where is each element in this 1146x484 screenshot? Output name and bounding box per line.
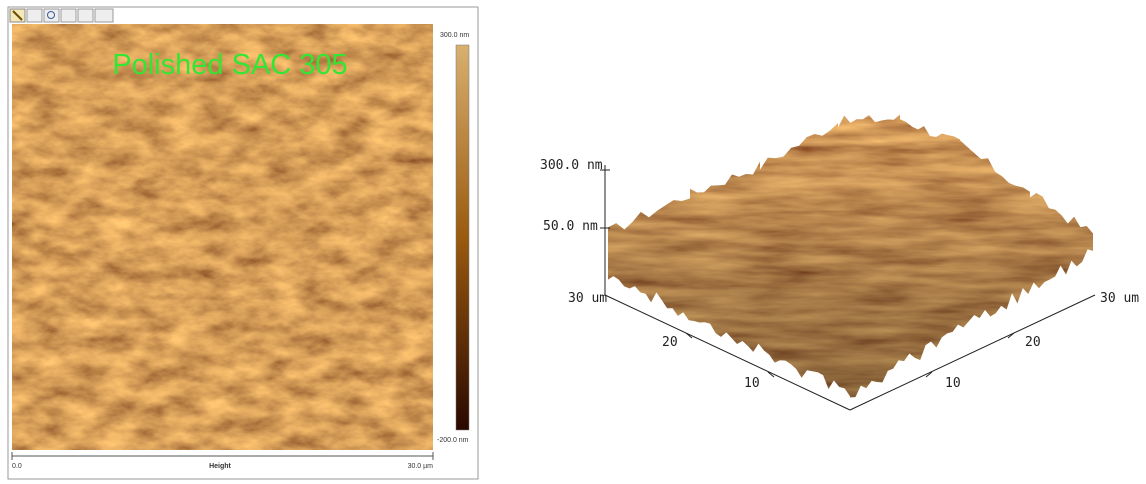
right-axis-end: 30 um (1100, 291, 1139, 306)
surface-shape (608, 114, 1093, 398)
left-axis-tick-label: 10 (744, 376, 760, 391)
sample-label: Polished SAC 305 (112, 49, 347, 81)
x-start-label: 0.0 (12, 463, 22, 470)
left-tick (767, 371, 775, 378)
right-axis-tick-label: 20 (1025, 335, 1041, 350)
tool-button[interactable] (94, 8, 114, 23)
toolbar (9, 8, 114, 23)
tool-button[interactable] (77, 8, 94, 23)
height-image (12, 24, 433, 450)
colorbar-min: -200.0 nm (437, 437, 469, 444)
tool-icon (47, 11, 55, 19)
x-end-label: 30.0 µm (408, 463, 434, 470)
right-tick (1007, 332, 1015, 339)
left-base-axis (604, 294, 851, 411)
left-axis-end: 30 um (568, 291, 607, 306)
surface-3d (608, 114, 1093, 398)
colorbar (455, 44, 470, 431)
right-base-axis (849, 294, 1096, 411)
tool-button[interactable] (43, 8, 60, 23)
right-axis-tick-label: 10 (945, 376, 961, 391)
left-axis-tick-label: 20 (662, 335, 678, 350)
right-tick (925, 371, 933, 378)
surface-axes (600, 165, 1096, 411)
left-tick (685, 332, 693, 339)
tool-button[interactable] (26, 8, 43, 23)
tool-button[interactable] (60, 8, 77, 23)
x-axis-title: Height (209, 463, 231, 470)
z-label: 300.0 nm (540, 158, 603, 173)
tool-icon (12, 10, 23, 21)
z-label: 50.0 nm (543, 219, 598, 234)
colorbar-max: 300.0 nm (440, 32, 469, 39)
